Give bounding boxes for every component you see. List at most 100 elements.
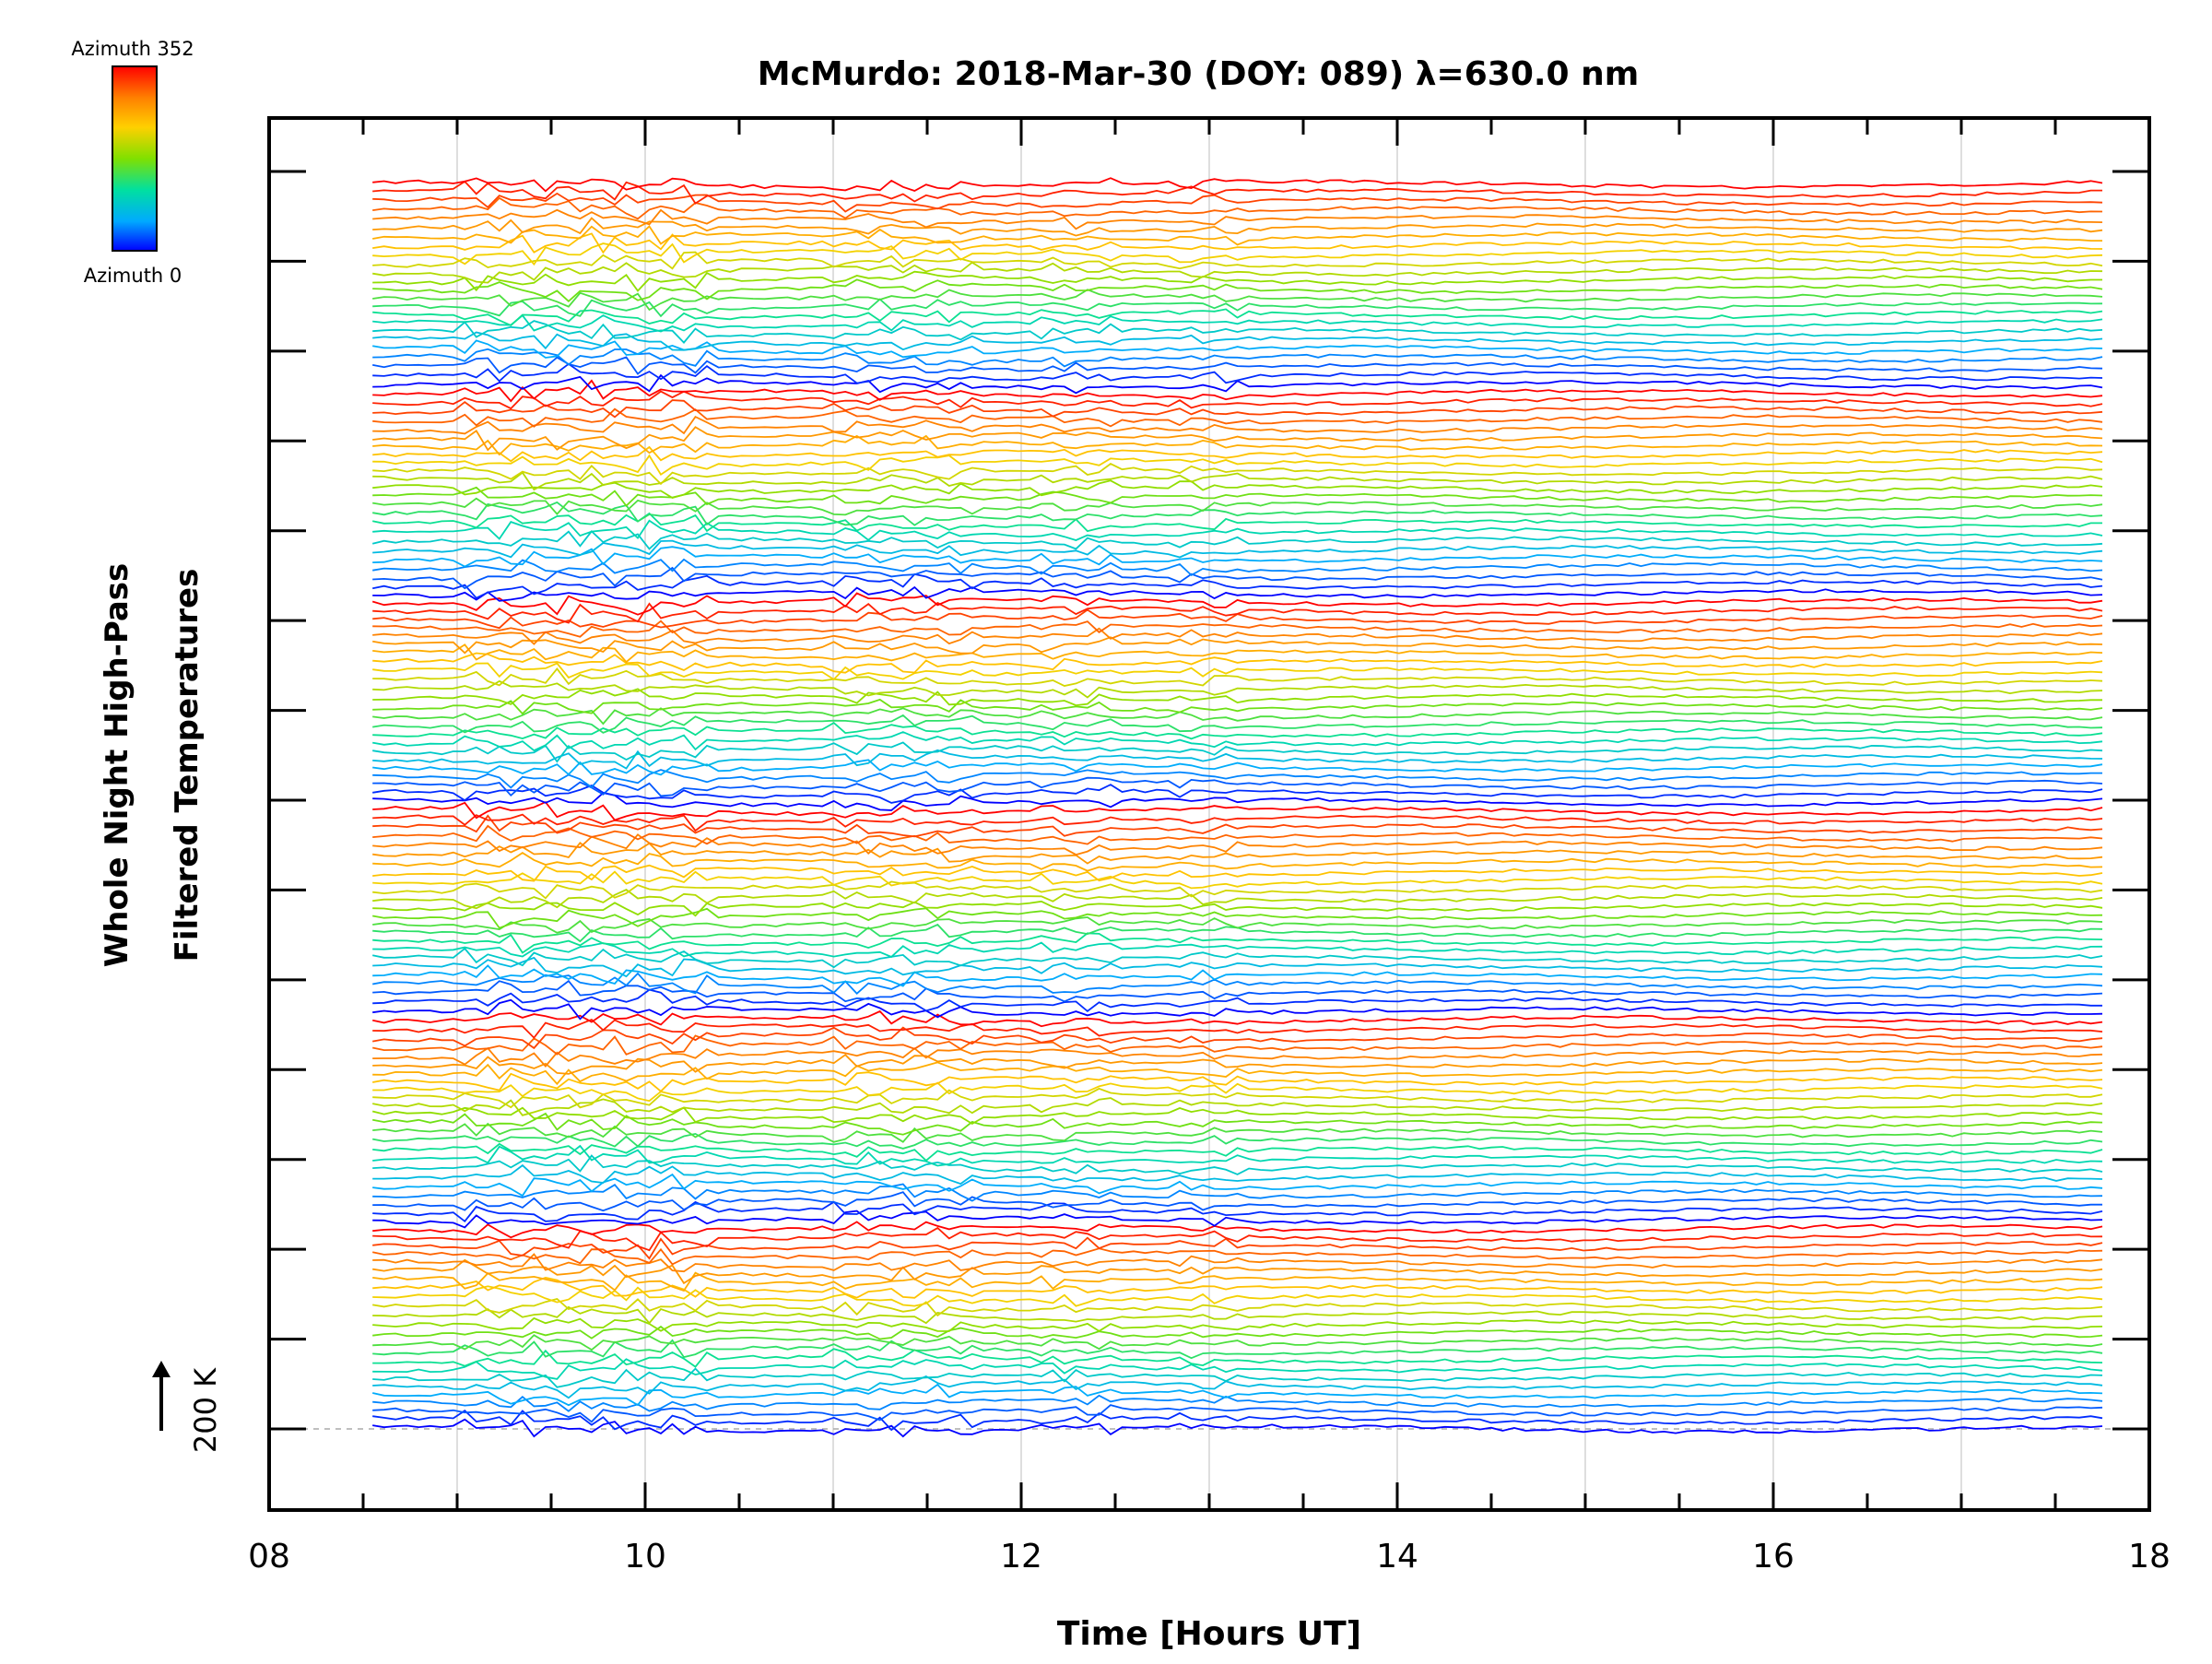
x-tick-labels: 08 10 12 14 16 18 [248,1538,2171,1575]
series-line-76 [372,759,2103,776]
series-line-121 [372,362,2103,384]
series-line-91 [372,627,2103,645]
x-tick-label: 18 [2128,1538,2171,1575]
series-line-124 [372,339,2103,359]
series-line-63 [372,870,2103,890]
series-line-66 [372,842,2103,865]
series-line-42 [372,1054,2103,1075]
series-line-139 [372,208,2103,230]
series-line-62 [372,880,2103,900]
series-line-40 [372,1071,2103,1093]
series-line-101 [372,539,2103,559]
series-line-45 [372,1026,2103,1050]
series-line-14 [372,1298,2103,1317]
series-line-26 [372,1191,2102,1212]
series-line-53 [372,956,2103,978]
x-tick-label: 10 [624,1538,666,1575]
series-line-12 [372,1316,2103,1332]
series-line-8 [372,1348,2103,1368]
series-line-84 [372,688,2102,707]
series-line-19 [372,1253,2103,1273]
series-line-50 [372,979,2103,1003]
series-line-3 [372,1394,2103,1412]
series-line-64 [372,864,2103,882]
series-line-20 [372,1247,2103,1266]
series-line-78 [372,741,2103,763]
series-line-18 [372,1258,2103,1285]
series-line-72 [372,792,2103,811]
x-tick-label: 16 [1752,1538,1794,1575]
series-line-31 [372,1144,2103,1167]
series-line-103 [372,519,2103,541]
series-line-113 [372,434,2103,456]
series-line-125 [372,331,2103,351]
series-line-88 [372,652,2103,674]
series-line-129 [372,298,2103,318]
series-line-2 [372,1404,2103,1423]
series-line-21 [372,1236,2103,1260]
series-line-104 [372,512,2102,533]
series-line-69 [372,814,2103,838]
series-line-17 [372,1271,2103,1292]
series-line-141 [372,192,2103,213]
series-line-9 [372,1339,2103,1360]
series-line-96 [372,585,2103,602]
series-line-122 [372,356,2103,375]
series-line-27 [372,1183,2103,1202]
series-line-105 [372,501,2103,526]
series-line-85 [372,679,2103,699]
series-line-74 [372,776,2103,797]
series-line-49 [372,988,2102,1013]
series-line-97 [372,572,2103,599]
series-line-110 [372,463,2103,486]
series-line-99 [372,558,2103,577]
series-line-1 [372,1410,2103,1432]
series-line-34 [372,1122,2103,1143]
series-line-77 [372,749,2103,770]
series-line-36 [371,1106,2103,1126]
series-line-11 [372,1325,2103,1340]
series-line-52 [372,964,2103,987]
series-line-92 [372,620,2103,638]
series-line-140 [372,196,2103,220]
series-line-142 [372,180,2102,205]
series-line-58 [372,916,2103,934]
series-line-75 [372,769,2102,789]
series-line-120 [372,373,2103,395]
series-line-51 [372,972,2103,996]
series-line-108 [372,479,2103,499]
series-line-59 [372,907,2103,929]
series-line-7 [372,1358,2103,1380]
series-line-128 [372,308,2103,326]
series-line-116 [372,407,2103,428]
series-line-35 [372,1112,2103,1136]
series-line-16 [372,1276,2103,1299]
series-line-67 [372,833,2103,856]
series-line-137 [372,225,2102,246]
legend-top-label: Azimuth 352 [71,38,194,60]
series-line-29 [372,1163,2103,1186]
series-line-87 [372,662,2103,681]
series-line-41 [372,1061,2103,1086]
series-line-33 [372,1132,2103,1150]
series-line-54 [372,947,2103,969]
series-line-71 [372,800,2103,821]
series-line-30 [372,1154,2103,1175]
series-line-81 [372,714,2103,734]
scale-bar: 200 K [152,1361,223,1453]
series-line-134 [372,251,2103,270]
y-axis-label-line1: Whole Night High-Pass [99,563,135,968]
series-line-127 [372,313,2103,333]
series-line-24 [372,1210,2103,1229]
series-line-23 [372,1221,2103,1239]
series-line-60 [372,900,2103,917]
series-line-46 [372,1018,2103,1040]
data-series [371,177,2103,1438]
series-line-114 [372,426,2103,452]
series-line-61 [372,888,2103,910]
series-line-80 [372,721,2103,740]
series-line-126 [372,320,2103,344]
series-line-112 [372,445,2103,463]
